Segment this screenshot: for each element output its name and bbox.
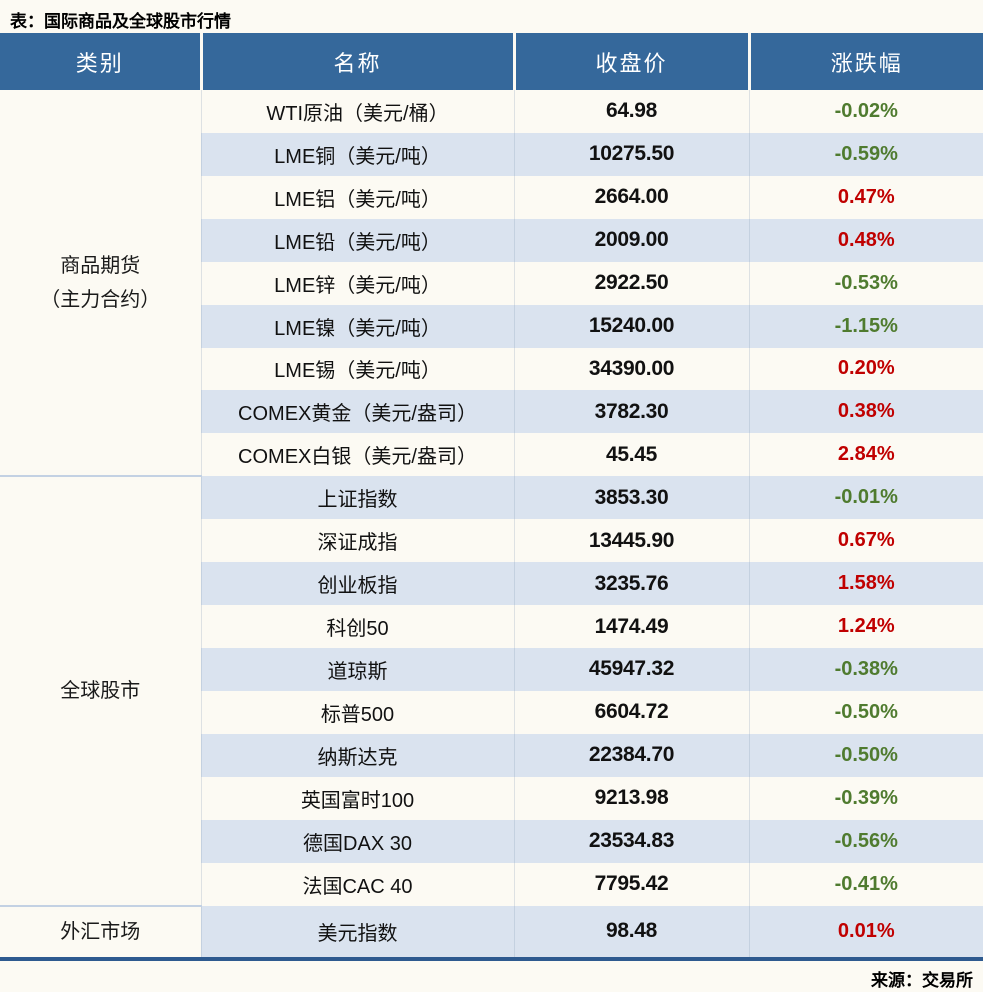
name-cell: LME铅（美元/吨） xyxy=(201,218,515,262)
name-cell: WTI原油（美元/桶） xyxy=(201,90,515,133)
change-cell: 0.01% xyxy=(749,905,983,957)
change-cell: -0.56% xyxy=(749,819,983,863)
change-cell: -0.39% xyxy=(834,786,898,809)
name-cell: 英国富时100 xyxy=(201,776,515,820)
change-cell: -0.53% xyxy=(834,271,898,294)
name-cell: LME锌（美元/吨） xyxy=(201,261,515,305)
change-cell: 0.67% xyxy=(837,529,895,552)
name-cell: LME铝（美元/吨） xyxy=(201,175,515,219)
market-table: 类别 名称 收盘价 涨跌幅 商品期货 （主力合约） WTI原油（美元/桶） 64.98… xyxy=(0,33,983,957)
table-row: 道琼斯 45947.32 -0.38% xyxy=(0,647,983,691)
table-row: 深证成指 13445.90 0.67% xyxy=(0,519,983,563)
close-cell: 23534.83 xyxy=(514,819,750,863)
table-row: 科创50 1474.49 1.24% xyxy=(0,605,983,648)
header-close: 收盘价 xyxy=(514,33,751,90)
name-cell: 标普500 xyxy=(201,690,515,734)
close-cell: 22384.70 xyxy=(514,733,750,777)
table-row: LME铝（美元/吨） 2664.00 0.47% xyxy=(0,175,983,219)
close-cell: 98.48 xyxy=(514,905,750,957)
name-cell: COMEX黄金（美元/盎司） xyxy=(201,390,515,434)
change-cell: -0.41% xyxy=(834,872,898,895)
close-cell: 45947.32 xyxy=(514,647,750,691)
header-change: 涨跌幅 xyxy=(749,33,983,90)
name-cell: 美元指数 xyxy=(201,905,515,957)
name-cell: 纳斯达克 xyxy=(201,733,515,777)
close-cell: 13445.90 xyxy=(514,519,750,563)
change-cell: -0.50% xyxy=(749,733,983,777)
table-row: 英国富时100 9213.98 -0.39% xyxy=(0,776,983,820)
change-cell: -0.50% xyxy=(834,700,898,723)
name-cell: LME镍（美元/吨） xyxy=(201,304,515,348)
close-cell: 7795.42 xyxy=(514,862,750,906)
table-row: LME锌（美元/吨） 2922.50 -0.53% xyxy=(0,261,983,305)
change-cell: -0.02% xyxy=(834,99,898,122)
header-row: 类别 名称 收盘价 涨跌幅 xyxy=(0,33,983,90)
table-row: LME铜（美元/吨） 10275.50 -0.59% xyxy=(0,132,983,176)
table-row: COMEX白银（美元/盎司） 45.45 2.84% xyxy=(0,433,983,477)
table-bottom-border xyxy=(0,957,983,961)
name-cell: 道琼斯 xyxy=(201,647,515,691)
name-cell: 科创50 xyxy=(201,605,515,648)
change-cell: 1.58% xyxy=(749,562,983,606)
change-cell: -0.59% xyxy=(749,132,983,176)
change-cell: -0.01% xyxy=(749,476,983,520)
source-label: 来源：交易所 xyxy=(871,971,973,990)
change-cell: -0.38% xyxy=(749,647,983,691)
close-cell: 3853.30 xyxy=(514,476,750,520)
close-cell: 2922.50 xyxy=(514,261,750,305)
name-cell: 深证成指 xyxy=(201,519,515,563)
change-cell: -1.15% xyxy=(749,304,983,348)
name-cell: 法国CAC 40 xyxy=(201,862,515,906)
table-row: 法国CAC 40 7795.42 -0.41% xyxy=(0,862,983,906)
close-cell: 45.45 xyxy=(514,433,750,477)
change-cell: 0.38% xyxy=(749,390,983,434)
close-cell: 10275.50 xyxy=(514,132,750,176)
category-cell: 外汇市场 xyxy=(0,904,202,957)
header-category: 类别 xyxy=(0,33,203,90)
close-cell: 2664.00 xyxy=(514,175,750,219)
name-cell: 德国DAX 30 xyxy=(201,819,515,863)
change-cell: 2.84% xyxy=(837,443,895,466)
name-cell: LME铜（美元/吨） xyxy=(201,132,515,176)
table-row: 德国DAX 30 23534.83 -0.56% xyxy=(0,819,983,863)
close-cell: 15240.00 xyxy=(514,304,750,348)
table-row: 创业板指 3235.76 1.58% xyxy=(0,562,983,606)
table-body: 商品期货 （主力合约） WTI原油（美元/桶） 64.98 -0.02% LME铜（美元/… xyxy=(0,90,983,957)
table-header: 类别 名称 收盘价 涨跌幅 xyxy=(0,33,983,90)
table-row: 商品期货 （主力合约） WTI原油（美元/桶） 64.98 -0.02% xyxy=(0,90,983,477)
table-row: 外汇市场 美元指数 98.48 0.01% xyxy=(0,904,983,957)
close-cell: 3782.30 xyxy=(514,390,750,434)
table-row: 标普500 6604.72 -0.50% xyxy=(0,690,983,734)
category-cell: 商品期货 （主力合约） xyxy=(0,90,202,477)
change-cell: 0.20% xyxy=(837,357,895,380)
close-cell: 6604.72 xyxy=(514,690,750,734)
page-title: 表：国际商品及全球股市行情 xyxy=(10,12,231,31)
table-row: LME铅（美元/吨） 2009.00 0.48% xyxy=(0,218,983,262)
close-cell: 34390.00 xyxy=(514,347,750,391)
change-cell: 0.48% xyxy=(749,218,983,262)
header-name: 名称 xyxy=(201,33,516,90)
name-cell: 上证指数 xyxy=(201,476,515,520)
change-cell: 0.47% xyxy=(837,185,895,208)
category-cell: 全球股市 xyxy=(0,475,202,906)
table-row: 纳斯达克 22384.70 -0.50% xyxy=(0,733,983,777)
name-cell: 创业板指 xyxy=(201,562,515,606)
table-row: LME锡（美元/吨） 34390.00 0.20% xyxy=(0,347,983,391)
close-cell: 1474.49 xyxy=(514,605,750,648)
change-cell: 1.24% xyxy=(837,615,895,638)
table-row: LME镍（美元/吨） 15240.00 -1.15% xyxy=(0,304,983,348)
table-row: 全球股市 上证指数 3853.30 -0.01% xyxy=(0,475,983,906)
name-cell: COMEX白银（美元/盎司） xyxy=(201,433,515,477)
close-cell: 9213.98 xyxy=(514,776,750,820)
close-cell: 3235.76 xyxy=(514,562,750,606)
name-cell: LME锡（美元/吨） xyxy=(201,347,515,391)
close-cell: 64.98 xyxy=(514,90,750,133)
table-row: COMEX黄金（美元/盎司） 3782.30 0.38% xyxy=(0,390,983,434)
close-cell: 2009.00 xyxy=(514,218,750,262)
